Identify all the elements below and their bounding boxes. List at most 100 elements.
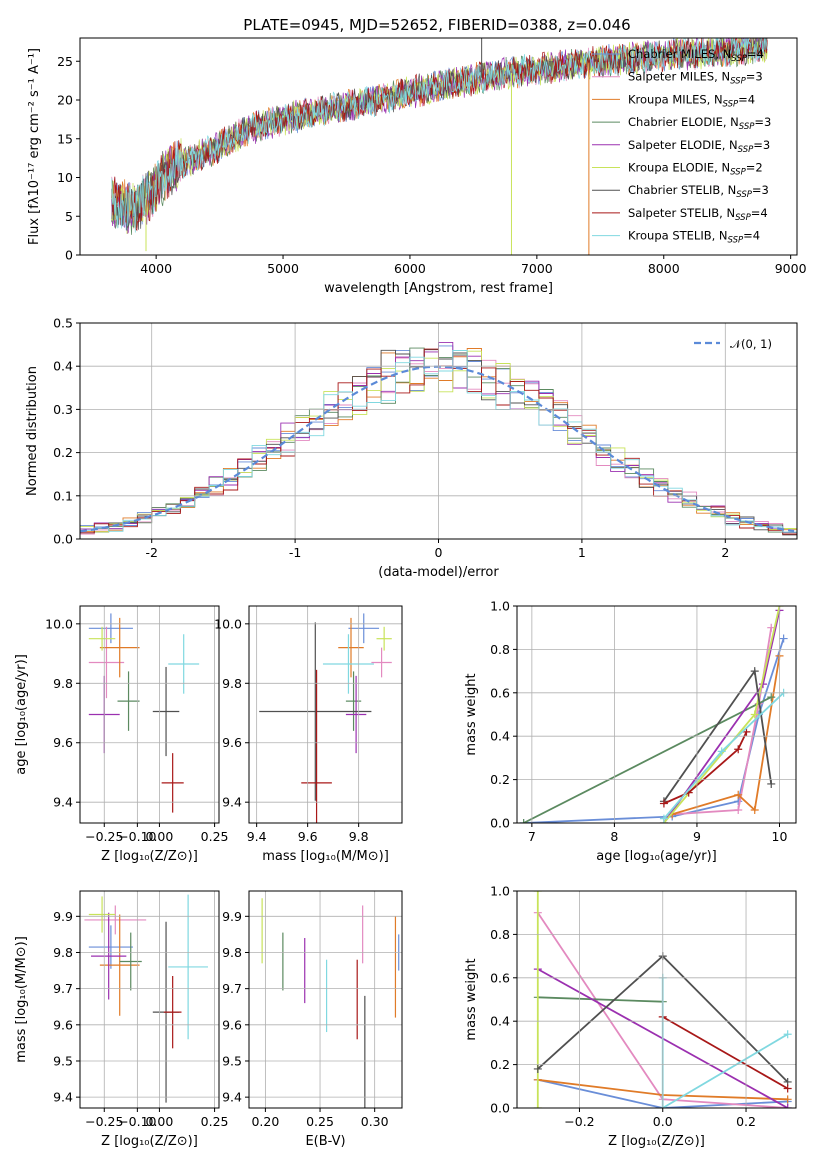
errorbar-point bbox=[301, 669, 332, 823]
legend: Chabrier MILES, NSSP=4 Salpeter MILES, NS… bbox=[592, 47, 771, 246]
x-tick-label: 5000 bbox=[267, 261, 299, 276]
x-axis-label: (data-model)/error bbox=[378, 565, 499, 580]
legend-item: Kroupa STELIB, NSSP=4 bbox=[592, 229, 760, 246]
y-tick-label: 9.4 bbox=[222, 795, 242, 810]
y-tick-label: 9.6 bbox=[222, 1017, 242, 1032]
x-tick-label: 2 bbox=[721, 545, 729, 560]
y-tick-label: 0.6 bbox=[490, 685, 510, 700]
y-tick-label: 10.0 bbox=[214, 616, 242, 631]
x-tick-label: 6000 bbox=[394, 261, 426, 276]
y-axis-label: mass weight bbox=[464, 673, 479, 755]
x-tick-label: 0.0 bbox=[653, 1114, 673, 1129]
legend-label: Chabrier ELODIE, NSSP=3 bbox=[628, 115, 771, 132]
weight-line bbox=[671, 655, 781, 816]
errorbar-point bbox=[371, 647, 392, 678]
x-axis-label: E(B-V) bbox=[305, 1134, 345, 1149]
weight-marker bbox=[783, 1030, 792, 1039]
x-tick-label: 10 bbox=[772, 829, 788, 844]
y-axis-label: age [log₁₀(age/yr)] bbox=[14, 654, 29, 775]
y-tick-label: 9.5 bbox=[53, 1053, 73, 1068]
panel-mass_vs_Z: −0.25−0.100.00 0.25 9.4 9.5 9.6 9.7 9.8 9.9 Z [l… bbox=[14, 890, 229, 1149]
spectrum-line bbox=[111, 38, 768, 233]
errorbar-point bbox=[88, 896, 116, 933]
weight-marker bbox=[533, 891, 542, 895]
y-tick-label: 9.7 bbox=[222, 981, 242, 996]
weight-marker bbox=[717, 747, 726, 756]
weight-marker bbox=[519, 819, 528, 823]
legend-label: Salpeter ELODIE, NSSP=3 bbox=[628, 138, 770, 155]
y-tick-label: 9.4 bbox=[53, 795, 73, 810]
y-tick-label: 0.6 bbox=[490, 970, 510, 985]
y-tick-label: 9.9 bbox=[222, 909, 242, 924]
legend-label: Chabrier MILES, NSSP=4 bbox=[628, 47, 764, 64]
errorbar-point bbox=[168, 634, 200, 694]
y-tick-label: 1.0 bbox=[490, 599, 510, 614]
legend-label: Kroupa ELODIE, NSSP=2 bbox=[628, 161, 763, 178]
x-tick-label: −0.2 bbox=[564, 1114, 594, 1129]
residuals-plot-area bbox=[80, 341, 797, 536]
errorbar-point bbox=[88, 626, 116, 651]
x-tick-label: 8000 bbox=[648, 261, 680, 276]
y-axis-label: Normed distribution bbox=[25, 366, 40, 496]
legend-label: Chabrier STELIB, NSSP=3 bbox=[628, 183, 769, 200]
y-tick-label: 0.4 bbox=[53, 359, 73, 374]
y-tick-label: 9.7 bbox=[53, 981, 73, 996]
weight-marker bbox=[750, 805, 759, 814]
y-tick-label: 0.3 bbox=[53, 402, 73, 417]
y-tick-label: 5 bbox=[65, 209, 73, 224]
x-tick-label: 1 bbox=[578, 545, 586, 560]
mass_vs_Z-plot-area bbox=[84, 894, 208, 1103]
errorbar-point bbox=[168, 894, 208, 1040]
axes-frame bbox=[248, 605, 403, 824]
panel-weight_vs_Z: −0.2 0.0 0.2 0.0 0.2 0.4 0.6 0.8 1.0 Z [log₁₀(Z/Z… bbox=[464, 884, 797, 1149]
y-tick-label: 9.8 bbox=[53, 676, 73, 691]
errorbar-point bbox=[345, 675, 367, 754]
x-tick-label: 0.25 bbox=[201, 829, 229, 844]
spectrum-line bbox=[111, 38, 768, 235]
y-tick-label: 1.0 bbox=[490, 884, 510, 899]
y-tick-label: 9.4 bbox=[222, 1090, 242, 1105]
y-tick-label: 10.0 bbox=[45, 616, 73, 631]
errorbar-point bbox=[376, 626, 392, 651]
legend-item: Salpeter MILES, NSSP=3 bbox=[592, 70, 763, 87]
errorbar-point bbox=[259, 622, 372, 801]
x-tick-label: 9.8 bbox=[349, 829, 369, 844]
x-tick-label: 0.00 bbox=[146, 829, 174, 844]
weight-marker bbox=[659, 814, 668, 823]
errorbar-point bbox=[99, 914, 140, 1016]
y-axis-label: mass weight bbox=[464, 958, 479, 1040]
axes-frame bbox=[248, 890, 403, 1109]
x-axis-label: Z [log₁₀(Z/Z⊙)] bbox=[101, 1134, 198, 1149]
errorbar-point bbox=[119, 932, 142, 991]
weight-marker bbox=[533, 1064, 542, 1073]
x-tick-label: 0.25 bbox=[201, 1114, 229, 1129]
y-tick-label: 9.9 bbox=[53, 909, 73, 924]
y-tick-label: 10 bbox=[57, 170, 73, 185]
errorbar-point bbox=[88, 626, 125, 699]
y-tick-label: 15 bbox=[57, 131, 73, 146]
x-tick-label: 8 bbox=[610, 829, 618, 844]
y-tick-label: 0.0 bbox=[53, 532, 73, 547]
y-tick-label: 20 bbox=[57, 93, 73, 108]
x-tick-label: 0.2 bbox=[736, 1114, 756, 1129]
x-tick-label: 0 bbox=[435, 545, 443, 560]
panel-mass_vs_EBV: 0.20 0.25 0.30 9.4 9.5 9.6 9.7 9.8 9.9 E(B-V) bbox=[222, 890, 403, 1149]
y-tick-label: 0.2 bbox=[53, 445, 73, 460]
legend-label: Salpeter MILES, NSSP=3 bbox=[628, 70, 763, 87]
panel-weight_vs_age: 7 8 9 10 0.0 0.2 0.4 0.6 0.8 1.0 age [log₁₀(age/yr… bbox=[464, 599, 797, 864]
y-tick-label: 25 bbox=[57, 54, 73, 69]
x-tick-label: −0.10 bbox=[118, 829, 156, 844]
legend-label: Kroupa MILES, NSSP=4 bbox=[628, 92, 755, 109]
axes-frame bbox=[516, 605, 797, 824]
weight-marker bbox=[767, 693, 776, 702]
weight-marker bbox=[734, 805, 743, 814]
figure-title: PLATE=0945, MJD=52652, FIBERID=0388, z=0… bbox=[243, 16, 630, 34]
weight-line bbox=[661, 977, 789, 1108]
weight-marker bbox=[750, 667, 759, 676]
axes-frame bbox=[79, 605, 220, 824]
y-tick-label: 9.8 bbox=[53, 945, 73, 960]
errorbar-point bbox=[117, 671, 140, 731]
x-tick-label: −0.10 bbox=[118, 1114, 156, 1129]
panel-age_vs_mass: 9.4 9.6 9.8 9.4 9.6 9.8 10.0 mass [log₁₀(M/M⊙)] bbox=[214, 605, 403, 864]
legend-item: Chabrier ELODIE, NSSP=3 bbox=[592, 115, 771, 132]
